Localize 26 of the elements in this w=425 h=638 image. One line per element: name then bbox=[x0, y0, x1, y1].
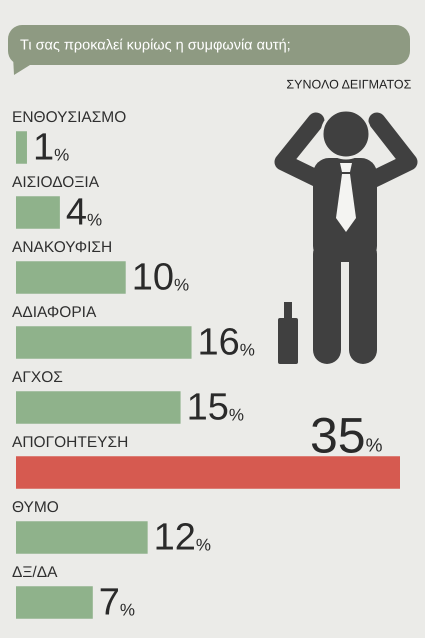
data-label: 15% bbox=[186, 386, 244, 428]
chart-title: Τι σας προκαλεί κυρίως η συμφωνία αυτή; bbox=[20, 38, 291, 54]
data-label: 7% bbox=[98, 582, 136, 624]
data-label: 10% bbox=[132, 256, 190, 298]
y-tick-label: ΑΠΟΓΟΗΤΕΥΣΗ bbox=[12, 434, 128, 451]
y-tick-label: ΘΥΜΟ bbox=[12, 499, 59, 516]
bar bbox=[16, 391, 181, 424]
bar bbox=[16, 261, 126, 294]
data-label: 16% bbox=[198, 322, 255, 364]
bar bbox=[16, 326, 192, 359]
y-tick-label: ΑΓΧΟΣ bbox=[12, 369, 63, 386]
bar bbox=[16, 521, 148, 554]
data-label: 4% bbox=[66, 192, 102, 234]
bar bbox=[16, 586, 93, 619]
y-tick-label: ΑΙΣΙΟΔΟΞΙΑ bbox=[12, 174, 100, 191]
bar bbox=[16, 456, 400, 489]
y-tick-label: ΔΞ/ΔΑ bbox=[12, 564, 58, 581]
bar bbox=[16, 131, 27, 164]
y-tick-label: ΑΔΙΑΦΟΡΙΑ bbox=[12, 304, 97, 321]
chart-subtitle: ΣΥΝΟΛΟ ΔΕΙΓΜΑΤΟΣ bbox=[286, 78, 412, 92]
data-label: 35% bbox=[310, 407, 383, 464]
bar bbox=[16, 196, 60, 229]
y-tick-label: ΕΝΘΟΥΣΙΑΣΜΟ bbox=[12, 109, 126, 126]
y-tick-label: ΑΝΑΚΟΥΦΙΣΗ bbox=[12, 239, 112, 256]
data-label: 1% bbox=[32, 126, 70, 168]
data-label: 12% bbox=[154, 516, 212, 558]
